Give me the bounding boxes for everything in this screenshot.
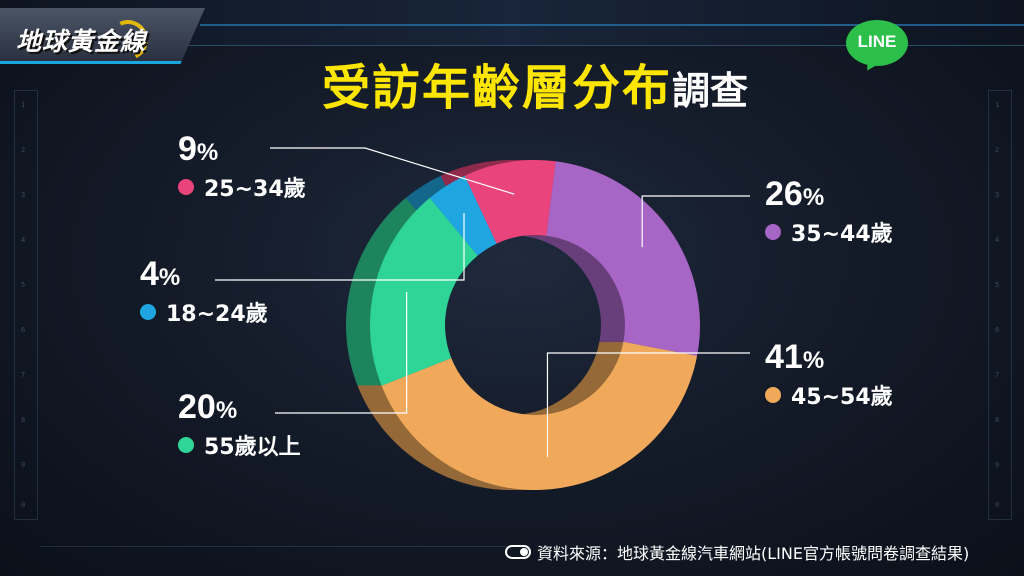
leader-line-35~44歲 — [641, 195, 750, 248]
cat-18-24: 18~24歲 — [166, 302, 268, 327]
legend-dot-18-24 — [140, 304, 156, 320]
pct-18-24: 4 — [140, 255, 159, 293]
legend-dot-35-44 — [765, 224, 781, 240]
pct-25-34: 9 — [178, 130, 197, 168]
source-text: 資料來源：地球黃金線汽車網站(LINE官方帳號問卷調查結果) — [537, 544, 970, 563]
chart-title-main: 受訪年齡層分布 — [322, 60, 673, 116]
legend-dot-55-plus — [178, 437, 194, 453]
pct-55-plus: 20 — [178, 388, 216, 426]
label-55-plus: 20% 55歲以上 — [178, 388, 301, 460]
line-badge-text: LINE — [857, 32, 897, 51]
leader-line-18~24歲 — [215, 213, 465, 281]
slice-55歲以上 — [370, 197, 478, 386]
chart-title-sub: 調查 — [672, 69, 749, 113]
cat-55-plus: 55歲以上 — [204, 435, 301, 460]
leader-line-55歲以上 — [275, 292, 408, 414]
cat-45-54: 45~54歲 — [791, 385, 893, 410]
label-45-54: 41% 45~54歲 — [765, 338, 893, 410]
toggle-icon — [505, 545, 531, 559]
slice-18~24歲 — [429, 175, 497, 256]
slice-45~54歲 — [381, 341, 698, 490]
source-note: 資料來源：地球黃金線汽車網站(LINE官方帳號問卷調查結果) — [505, 540, 969, 564]
leader-line-25~34歲 — [270, 147, 515, 195]
legend-dot-25-34 — [178, 179, 194, 195]
label-35-44: 26% 35~44歲 — [765, 175, 893, 247]
cat-35-44: 35~44歲 — [791, 222, 893, 247]
top-frame-line — [200, 24, 1024, 26]
label-25-34: 9% 25~34歲 — [178, 130, 306, 202]
bottom-decoration — [40, 546, 520, 556]
legend-dot-45-54 — [765, 387, 781, 403]
brand-logo: 地球黃金線 — [0, 8, 205, 64]
chart-title: 受訪年齡層分布調查 — [322, 48, 748, 118]
line-badge-icon: LINE — [846, 20, 908, 75]
leader-line-45~54歲 — [546, 352, 750, 457]
logo-text: 地球黃金線 — [16, 27, 147, 56]
cat-25-34: 25~34歲 — [204, 177, 306, 202]
pct-45-54: 41 — [765, 338, 803, 376]
slice-35~44歲 — [546, 161, 700, 356]
slice-25~34歲 — [464, 160, 556, 244]
pct-35-44: 26 — [765, 175, 803, 213]
label-18-24: 4% 18~24歲 — [140, 255, 268, 327]
